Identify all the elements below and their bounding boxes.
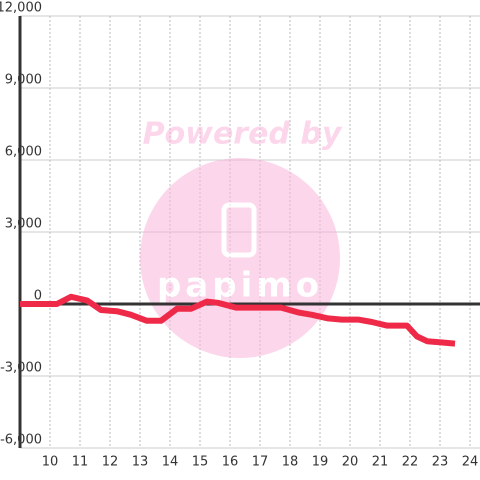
y-tick-label: 12,000 xyxy=(0,1,42,16)
x-tick-label: 23 xyxy=(432,455,449,470)
watermark-circle xyxy=(140,158,340,358)
x-tick-label: 14 xyxy=(162,455,179,470)
x-tick-label: 21 xyxy=(372,455,389,470)
x-tick-label: 15 xyxy=(192,455,209,470)
x-tick-label: 24 xyxy=(462,455,479,470)
watermark-icon xyxy=(221,202,257,258)
y-tick-label: 0 xyxy=(34,289,42,304)
x-tick-label: 13 xyxy=(132,455,149,470)
x-tick-label: 11 xyxy=(72,455,89,470)
watermark-logo: papimo xyxy=(157,266,323,306)
watermark-title: Powered by xyxy=(143,117,343,152)
x-tick-label: 16 xyxy=(222,455,239,470)
x-tick-label: 18 xyxy=(282,455,299,470)
x-tick-label: 17 xyxy=(252,455,269,470)
x-tick-label: 10 xyxy=(42,455,59,470)
y-tick-label: 9,000 xyxy=(5,73,42,88)
x-tick-label: 12 xyxy=(102,455,119,470)
x-tick-label: 20 xyxy=(342,455,359,470)
x-tick-label: 19 xyxy=(312,455,329,470)
x-tick-label: 22 xyxy=(402,455,419,470)
y-tick-label: 3,000 xyxy=(5,217,42,232)
y-tick-label: 6,000 xyxy=(5,145,42,160)
line-series xyxy=(20,293,456,347)
